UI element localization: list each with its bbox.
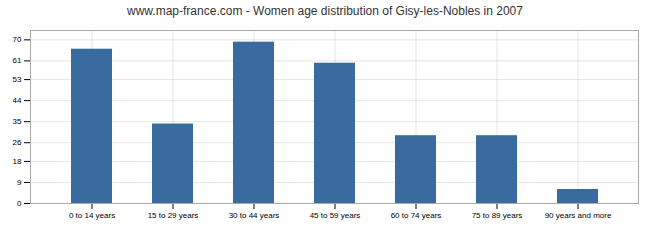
svg-text:30 to 44 years: 30 to 44 years (229, 211, 280, 220)
svg-text:61: 61 (13, 56, 22, 65)
svg-text:15 to 29 years: 15 to 29 years (148, 211, 199, 220)
svg-text:75 to 89 years: 75 to 89 years (472, 211, 523, 220)
svg-text:0 to 14 years: 0 to 14 years (69, 211, 115, 220)
svg-text:70: 70 (13, 35, 22, 44)
svg-text:90 years and more: 90 years and more (545, 211, 612, 220)
svg-text:60 to 74 years: 60 to 74 years (391, 211, 442, 220)
svg-text:26: 26 (13, 138, 22, 147)
svg-text:53: 53 (13, 75, 22, 84)
html-text:www.map-france.com - Women age: www.map-france.com - Women age distribut… (127, 4, 523, 18)
svg-text:45 to 59 years: 45 to 59 years (310, 211, 361, 220)
svg-text:44: 44 (13, 96, 22, 105)
svg-text:35: 35 (13, 117, 22, 126)
svg-text:0: 0 (17, 199, 22, 208)
svg-text:9: 9 (17, 178, 22, 187)
svg-text:18: 18 (13, 157, 22, 166)
